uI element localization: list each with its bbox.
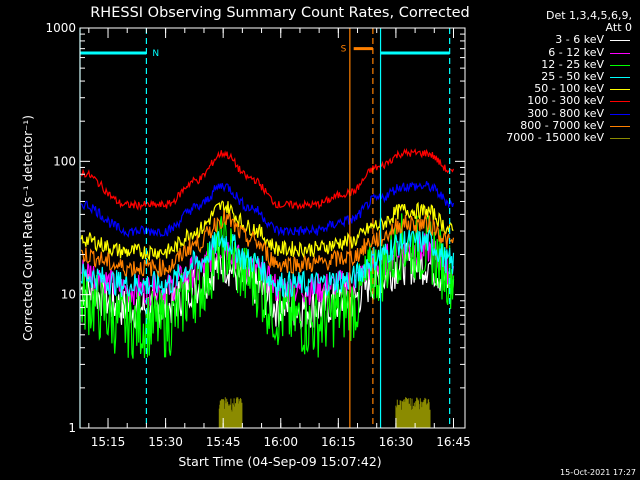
legend-swatch (610, 125, 630, 127)
series-800-7000-kev (80, 210, 455, 279)
legend-header-line: Att 0 (605, 21, 632, 35)
legend-label: 800 - 7000 keV (520, 118, 604, 132)
legend-label: 50 - 100 keV (534, 82, 604, 96)
legend-header: Det 1,3,4,5,6,9, Att 0 (462, 9, 632, 35)
series-25-50-kev (80, 228, 455, 299)
chart-title: RHESSI Observing Summary Count Rates, Co… (90, 5, 470, 21)
series-line (80, 147, 455, 211)
series-7000-15000-kev (218, 397, 431, 428)
legend-item: 6 - 12 keV (462, 45, 632, 59)
series-100-300-kev (80, 147, 455, 211)
legend-item: 800 - 7000 keV (462, 118, 632, 132)
legend-label: 12 - 25 keV (541, 57, 604, 71)
legend-item: 3 - 6 keV (462, 34, 632, 46)
legend-label: 6 - 12 keV (548, 45, 604, 59)
series-line (80, 181, 455, 238)
y-tick-label: 10 (61, 288, 76, 302)
legend-swatch (610, 64, 630, 66)
x-tick-label: 16:30 (379, 435, 414, 449)
series-3-6-kev (80, 242, 455, 330)
x-tick-label: 16:15 (321, 435, 356, 449)
legend-item: 12 - 25 keV (462, 57, 632, 71)
x-tick-label: 16:00 (263, 435, 298, 449)
legend-item: 50 - 100 keV (462, 83, 632, 95)
series-line (80, 210, 455, 279)
burst-2 (395, 397, 431, 428)
legend-label: 25 - 50 keV (541, 69, 604, 83)
series-50-100-kev (80, 200, 454, 262)
legend-label: 3 - 6 keV (555, 33, 604, 47)
legend-swatch (610, 113, 630, 115)
legend-label: 7000 - 15000 keV (506, 130, 604, 144)
axis-layer: 1 10 100 1000 15:15 15:30 15:45 16:00 16:15 16:30… (45, 21, 470, 449)
burst-1 (218, 397, 243, 428)
legend-item: 100 - 300 keV (462, 95, 632, 107)
x-tick-label: 15:30 (148, 435, 183, 449)
series-line (80, 200, 454, 262)
legend-swatch (610, 52, 630, 54)
legend-items: 3 - 6 keV 6 - 12 keV 12 - 25 keV 25 - 50 ke… (462, 34, 632, 144)
legend-swatch (610, 89, 630, 91)
legend-header-line: Det 1,3,4,5,6,9, (545, 9, 632, 22)
series-300-800-kev (80, 181, 455, 238)
x-tick-label: 15:45 (206, 435, 241, 449)
legend-swatch (610, 137, 630, 139)
legend-swatch (610, 101, 630, 103)
flag-label-s: S (341, 45, 347, 55)
series-line (80, 242, 455, 330)
legend-item: 25 - 50 keV (462, 69, 632, 83)
x-tick-label: 16:45 (436, 435, 471, 449)
legend-item: 7000 - 15000 keV (462, 130, 632, 144)
generation-timestamp: 15-Oct-2021 17:27 (560, 468, 636, 477)
legend-label: 300 - 800 keV (527, 106, 604, 120)
legend: Det 1,3,4,5,6,9, Att 0 3 - 6 keV 6 - 12 ke… (462, 9, 632, 144)
series-line (80, 228, 455, 299)
flag-label-n: N (152, 49, 159, 59)
legend-label: 100 - 300 keV (527, 94, 604, 108)
x-tick-label: 15:15 (91, 435, 126, 449)
x-axis-label: Start Time (04-Sep-09 15:07:42) (178, 454, 381, 469)
legend-swatch (610, 76, 630, 78)
legend-swatch (610, 40, 630, 42)
y-tick-label: 100 (53, 154, 76, 168)
plot-frame (79, 27, 466, 429)
y-axis-label: Corrected Count Rate (s⁻¹ detector⁻¹) (21, 115, 35, 341)
y-tick-label: 1 (68, 421, 76, 435)
legend-item: 300 - 800 keV (462, 106, 632, 120)
y-tick-label: 1000 (45, 21, 76, 35)
